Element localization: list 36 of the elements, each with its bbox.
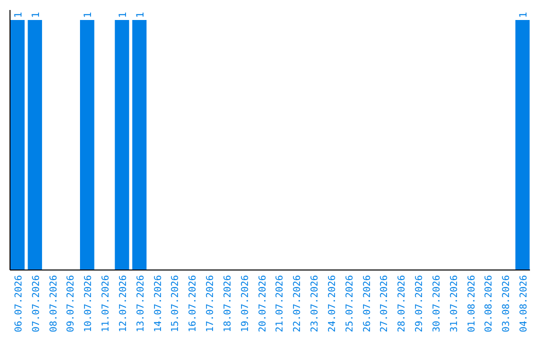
x-tick-label: 08.07.2026 [48,274,60,332]
x-tick-label: 19.07.2026 [240,274,251,332]
x-tick-label: 30.07.2026 [431,274,442,332]
x-tick-label: 11.07.2026 [100,274,112,332]
x-tick-label: 24.07.2026 [326,274,338,332]
x-tick-label: 13.07.2026 [135,274,146,332]
x-tick-label: 26.07.2026 [362,274,373,332]
x-tick-label: 21.07.2026 [274,274,286,332]
data-label: 1 [118,12,129,18]
x-tick-label: 17.07.2026 [205,274,216,332]
x-tick-label: 01.08.2026 [466,274,478,332]
x-tick-label: 20.07.2026 [257,274,268,332]
x-tick-label: 23.07.2026 [310,274,321,332]
x-tick-label: 06.07.2026 [13,274,24,332]
x-tick-label: 25.07.2026 [344,274,356,332]
data-label: 1 [135,12,146,18]
x-tick-label: 09.07.2026 [66,274,77,332]
x-tick-label: 16.07.2026 [188,274,199,332]
data-label: 1 [518,12,530,18]
x-tick-label: 03.08.2026 [501,274,512,332]
x-tick-label: 07.07.2026 [30,274,42,332]
x-tick-label: 15.07.2026 [170,274,182,332]
data-label: 1 [30,12,42,18]
x-tick-label: 29.07.2026 [414,274,426,332]
x-tick-label: 10.07.2026 [83,274,94,332]
x-tick-label: 14.07.2026 [152,274,164,332]
x-tick-label: 12.07.2026 [118,274,129,332]
x-tick-label: 22.07.2026 [292,274,304,332]
data-label: 1 [83,12,94,18]
x-tick-label: 18.07.2026 [222,274,234,332]
x-tick-label: 27.07.2026 [379,274,390,332]
x-tick-label: 04.08.2026 [518,274,530,332]
x-tick-label: 31.07.2026 [448,274,460,332]
data-label: 1 [13,12,24,18]
x-tick-label: 28.07.2026 [396,274,408,332]
x-tick-label: 02.08.2026 [484,274,495,332]
